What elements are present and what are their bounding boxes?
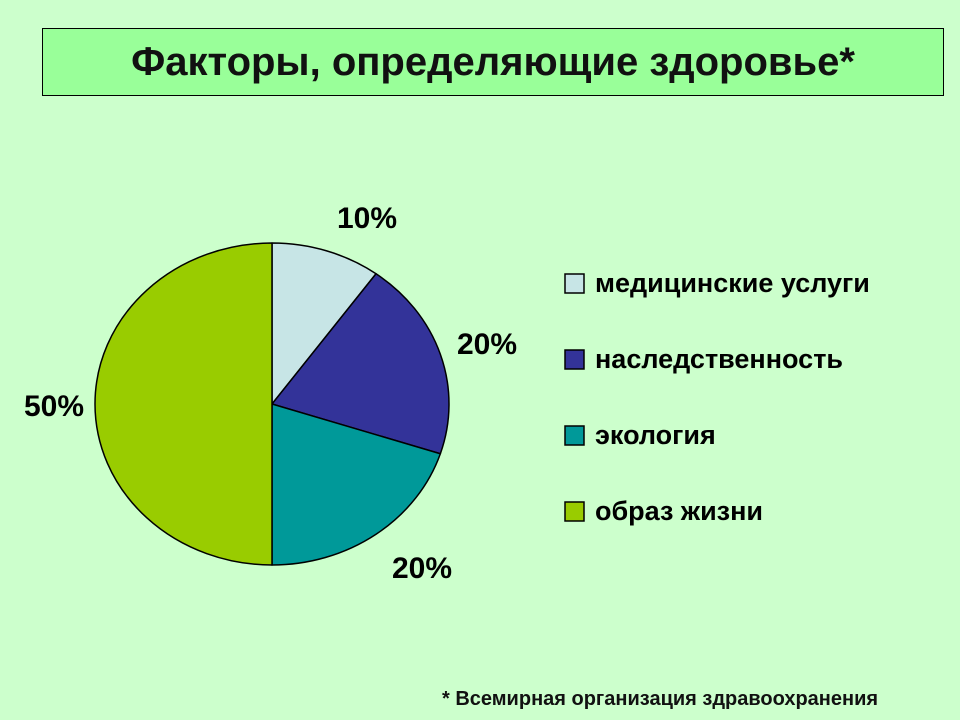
- legend-label-экология: экология: [595, 420, 716, 450]
- data-label-наследственность: 20%: [457, 328, 517, 361]
- legend-swatch-экология: [564, 425, 585, 446]
- legend-label-образ-жизни: образ жизни: [595, 496, 763, 526]
- pie-data-labels: 10% 20% 20% 50%: [24, 202, 517, 585]
- legend-label-наследственность: наследственность: [595, 344, 843, 374]
- legend-label-медицинские-услуги: медицинские услуги: [595, 268, 870, 298]
- legend-swatch-образ-жизни: [564, 501, 585, 522]
- data-label-медицинские-услуги: 10%: [337, 202, 397, 235]
- title-box: Факторы, определяющие здоровье*: [42, 28, 944, 96]
- pie-slice-наследственность: [271, 273, 450, 455]
- footnote: * Всемирная организация здравоохранения: [442, 688, 879, 710]
- chart-title: Факторы, определяющие здоровье*: [131, 39, 855, 84]
- legend: медицинские услуги наследственность эколог…: [564, 268, 870, 526]
- data-label-экология: 20%: [392, 552, 452, 585]
- pie-slice-образ-жизни: [94, 242, 273, 566]
- legend-swatch-наследственность: [564, 349, 585, 370]
- legend-swatch-медицинские-услуги: [564, 273, 585, 294]
- pie-slices: [94, 242, 450, 566]
- data-label-образ-жизни: 50%: [24, 390, 84, 423]
- pie-slice-экология: [271, 403, 442, 566]
- pie-slice-медицинские-услуги: [271, 242, 377, 405]
